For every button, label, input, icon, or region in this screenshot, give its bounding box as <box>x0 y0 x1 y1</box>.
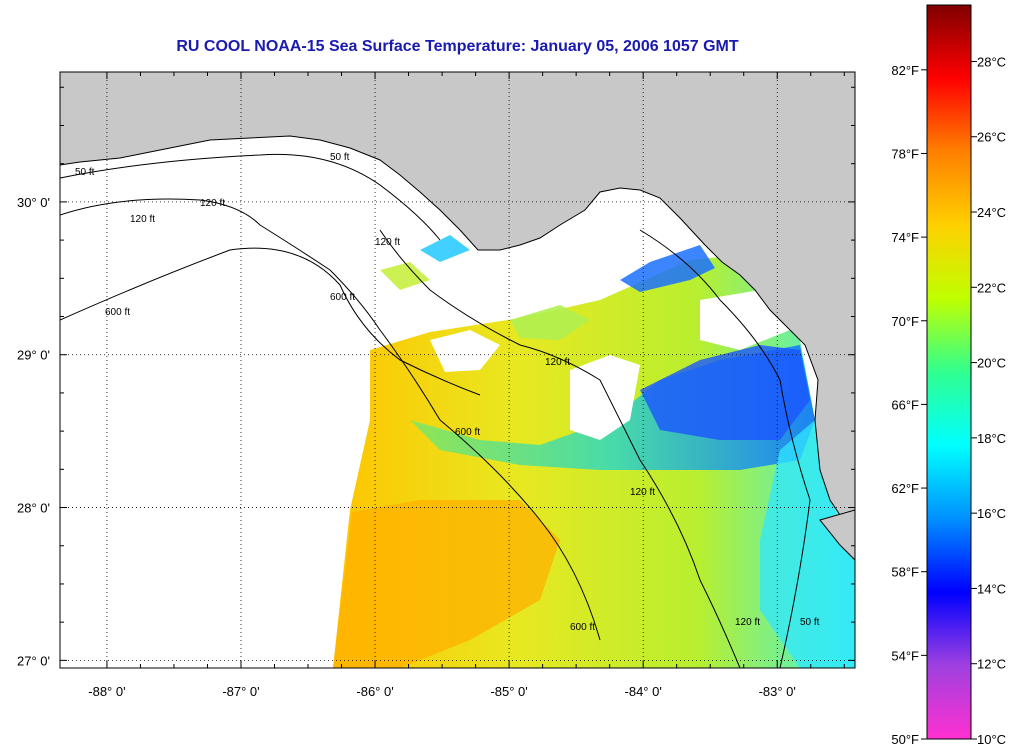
bathymetry-contours <box>60 153 811 668</box>
colorbar-labels: 28°C 26°C 24°C 22°C 20°C 18°C 16°C 14°C 12°C 10°C… <box>891 54 1006 747</box>
lat-tick-label: 28° 0' <box>17 501 50 516</box>
sst-data-layer <box>333 235 855 668</box>
celsius-label: 22°C <box>977 280 1006 295</box>
contour-label: 120 ft <box>545 357 570 368</box>
celsius-label: 24°C <box>977 205 1006 220</box>
celsius-label: 20°C <box>977 356 1006 371</box>
contour-label: 120 ft <box>200 198 225 209</box>
lat-tick-label: 27° 0' <box>17 653 50 668</box>
fahrenheit-label: 74°F <box>891 230 919 245</box>
map-title: RU COOL NOAA-15 Sea Surface Temperature:… <box>176 38 739 55</box>
contour-label: 120 ft <box>630 487 655 498</box>
map-frame <box>59 71 856 669</box>
lat-tick-label: 30° 0' <box>17 195 50 210</box>
lon-tick-label: -85° 0' <box>490 684 527 699</box>
fahrenheit-label: 62°F <box>891 481 919 496</box>
contour-label: 120 ft <box>735 617 760 628</box>
lon-tick-label: -84° 0' <box>625 684 662 699</box>
celsius-label: 14°C <box>977 581 1006 596</box>
fahrenheit-label: 82°F <box>891 63 919 78</box>
contour-label: 120 ft <box>130 214 155 225</box>
contour-label: 600 ft <box>330 292 355 303</box>
celsius-label: 12°C <box>977 657 1006 672</box>
axis-ticks: -88° 0' -87° 0' -86° 0' -85° 0' -84° 0' -83° … <box>17 72 855 699</box>
colorbar-scale <box>926 4 972 740</box>
celsius-label: 18°C <box>977 431 1006 446</box>
fahrenheit-label: 66°F <box>891 397 919 412</box>
fahrenheit-label: 54°F <box>891 648 919 663</box>
lat-tick-label: 29° 0' <box>17 348 50 363</box>
celsius-label: 28°C <box>977 54 1006 69</box>
contour-label: 600 ft <box>570 622 595 633</box>
fahrenheit-label: 58°F <box>891 565 919 580</box>
contour-label: 50 ft <box>800 617 820 628</box>
lon-tick-label: -87° 0' <box>222 684 259 699</box>
graticule <box>60 72 855 668</box>
fahrenheit-label: 50°F <box>891 732 919 747</box>
lon-tick-label: -86° 0' <box>356 684 393 699</box>
fahrenheit-label: 78°F <box>891 146 919 161</box>
celsius-label: 16°C <box>977 506 1006 521</box>
celsius-label: 26°C <box>977 130 1006 145</box>
celsius-label: 10°C <box>977 732 1006 747</box>
lon-tick-label: -88° 0' <box>88 684 125 699</box>
contour-label: 120 ft <box>375 237 400 248</box>
fahrenheit-label: 70°F <box>891 314 919 329</box>
land-mass <box>60 72 855 521</box>
contour-label: 50 ft <box>75 167 95 178</box>
contour-labels: 50 ft 50 ft 120 ft 120 ft 120 ft 120 ft 120 ft… <box>75 152 820 633</box>
lon-tick-label: -83° 0' <box>759 684 796 699</box>
contour-label: 600 ft <box>105 307 130 318</box>
contour-label: 50 ft <box>330 152 350 163</box>
contour-label: 600 ft <box>455 427 480 438</box>
